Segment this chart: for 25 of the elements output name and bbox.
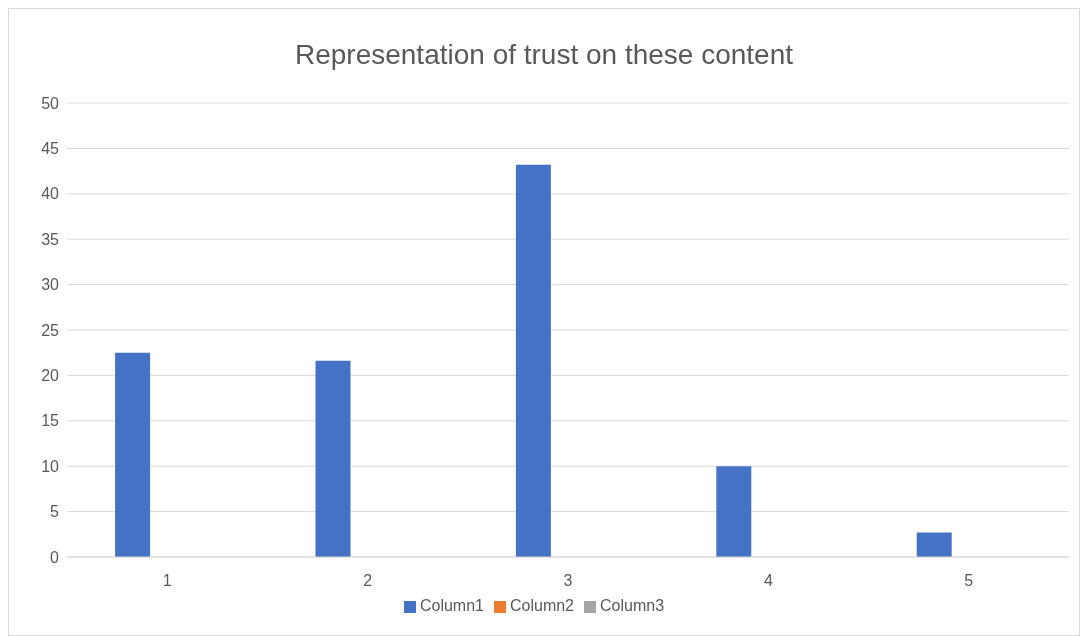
x-tick-label: 5	[964, 572, 974, 590]
y-tick-label: 45	[41, 140, 60, 158]
y-tick-label: 0	[50, 548, 60, 566]
y-tick-label: 25	[41, 321, 60, 339]
legend-label: Column3	[600, 597, 665, 614]
y-tick-label: 20	[41, 367, 60, 385]
bar	[916, 532, 952, 557]
legend-label: Column2	[509, 597, 575, 614]
bar	[716, 466, 752, 557]
bar	[315, 360, 351, 557]
y-tick-label: 35	[41, 230, 60, 248]
bar	[115, 352, 151, 557]
y-tick-label: 5	[50, 503, 60, 521]
y-tick-label: 30	[41, 276, 60, 294]
legend-label: Column1	[419, 597, 484, 614]
y-tick-label: 15	[41, 412, 60, 430]
x-tick-label: 3	[563, 572, 573, 590]
chart-title: Representation of trust on these content	[293, 39, 795, 71]
x-tick-label: 4	[763, 572, 773, 590]
bar	[515, 164, 551, 557]
y-tick-label: 40	[41, 185, 60, 203]
x-tick-label: 2	[363, 572, 373, 590]
y-tick-label: 50	[41, 94, 60, 112]
x-tick-label: 1	[162, 572, 172, 590]
y-tick-label: 10	[41, 457, 60, 475]
